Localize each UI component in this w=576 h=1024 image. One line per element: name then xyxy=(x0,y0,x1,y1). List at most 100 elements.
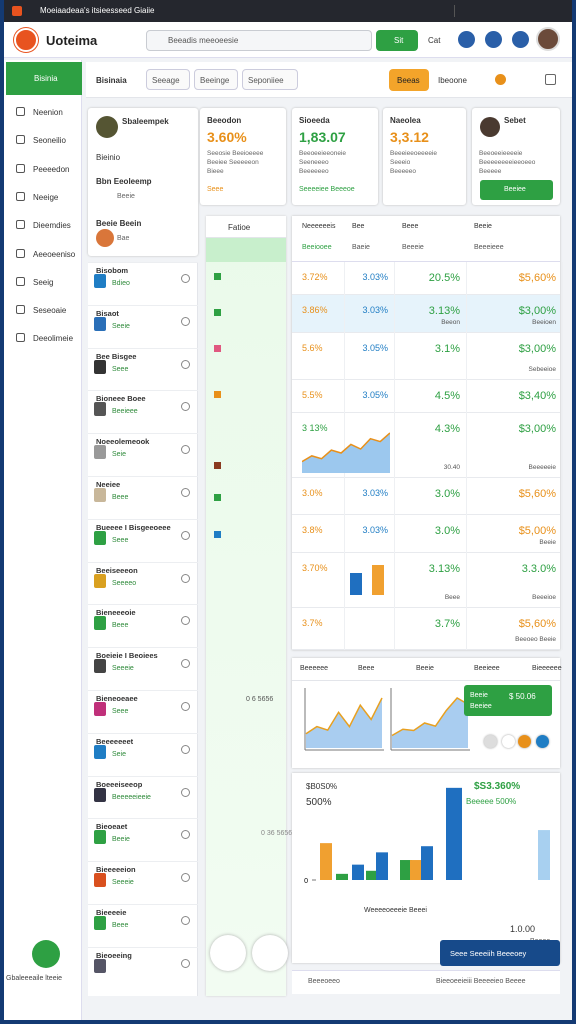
list-item-action[interactable] xyxy=(181,744,190,754)
toolbar-button[interactable] xyxy=(389,69,429,91)
list-item-title[interactable]: Bueeee I Bisgeeoeee xyxy=(96,522,171,532)
table-cell-sub: Beeoeo Beeie xyxy=(515,636,556,643)
round-button[interactable] xyxy=(210,935,246,971)
sidebar-item[interactable]: Seseoaie xyxy=(33,306,67,316)
sidebar-icon xyxy=(16,135,25,145)
sidebar-item[interactable]: Dieemdies xyxy=(33,221,71,231)
list-item-action[interactable] xyxy=(181,830,190,840)
legend-dot[interactable] xyxy=(484,735,497,748)
search-box[interactable] xyxy=(146,30,372,51)
round-button[interactable] xyxy=(252,935,288,971)
toolbar-link[interactable]: Ibeoone xyxy=(438,76,467,85)
trend-header: Beeie xyxy=(416,665,434,672)
logo xyxy=(14,28,38,52)
table-col-rule xyxy=(394,608,395,650)
header-icon[interactable] xyxy=(485,31,502,48)
legend-dot[interactable] xyxy=(536,735,549,748)
header-icon[interactable] xyxy=(512,31,529,48)
profile-item-title: Bbn Eeoleemp xyxy=(96,177,152,186)
list-item-icon xyxy=(94,445,106,460)
toolbar-tab[interactable] xyxy=(194,69,238,90)
summary-bar xyxy=(400,860,412,880)
card-title: Beeodon xyxy=(207,116,242,125)
list-item-action[interactable] xyxy=(181,530,190,540)
list-item-title[interactable]: Beeeeeeet xyxy=(96,736,134,746)
tab-icon xyxy=(12,6,22,16)
summary-button-label[interactable]: Seee Seeeiih Beeeoey xyxy=(450,949,527,958)
app-name: Uoteima xyxy=(46,33,98,48)
list-item-action[interactable] xyxy=(181,316,190,326)
table-col-rule xyxy=(466,515,467,553)
list-item-action[interactable] xyxy=(181,916,190,925)
list-item-title[interactable]: Bee Bisgee xyxy=(96,351,137,361)
list-item-icon xyxy=(94,616,106,631)
table-col-rule xyxy=(562,478,563,515)
list-item-action[interactable] xyxy=(181,488,190,497)
list-item-title[interactable]: Boeieie I Beoiees xyxy=(96,651,158,661)
legend-dot[interactable] xyxy=(518,735,531,748)
green-column xyxy=(206,216,286,996)
list-item-action[interactable] xyxy=(181,573,190,583)
toolbar-tab[interactable] xyxy=(242,69,298,90)
list-item-title[interactable]: Neeiee xyxy=(96,480,121,489)
summary-sub: 500% xyxy=(306,797,332,808)
list-item-action[interactable] xyxy=(181,616,190,626)
list-item-title[interactable]: Boeeeiseeop xyxy=(96,779,143,789)
list-item-action[interactable] xyxy=(181,873,190,883)
list-item-title[interactable]: Bieeeeie xyxy=(96,908,127,917)
list-item-action[interactable] xyxy=(181,659,190,669)
table-row-rule xyxy=(292,332,560,333)
card-button[interactable] xyxy=(480,180,553,200)
list-item-title[interactable]: Bieoeeing xyxy=(96,950,132,960)
list-item-action[interactable] xyxy=(181,445,190,455)
list-item-title[interactable]: Bieneeeoie xyxy=(96,608,136,618)
sidebar-icon xyxy=(16,305,25,315)
list-item-title[interactable]: Bieneoeaee xyxy=(96,694,138,703)
list-item-action[interactable] xyxy=(181,359,190,369)
list-item-title[interactable]: Bisobom xyxy=(96,266,129,275)
sidebar-active[interactable] xyxy=(6,62,82,95)
search-button[interactable] xyxy=(376,30,418,51)
toolbar-icon xyxy=(495,74,506,85)
sidebar-item[interactable]: Peeeedon xyxy=(33,164,70,174)
sidebar-icon xyxy=(16,220,25,230)
sidebar-item[interactable]: Neeige xyxy=(33,192,59,202)
toolbar-tab-label[interactable]: Seponiiee xyxy=(248,76,284,85)
list-item-title[interactable]: Beeiseeeon xyxy=(96,565,138,575)
list-item-title[interactable]: Bisaot xyxy=(96,308,119,318)
list-item-action[interactable] xyxy=(181,402,190,412)
sidebar-item[interactable]: Deeolimeie xyxy=(33,334,74,344)
legend-dot[interactable] xyxy=(502,735,515,748)
sidebar-active-label[interactable]: Bisinia xyxy=(34,74,58,83)
user-avatar[interactable] xyxy=(536,27,560,51)
table-subheader: Beeeie xyxy=(402,244,424,251)
list-item-title[interactable]: Noeeolemeook xyxy=(96,437,150,447)
table-row-rule xyxy=(292,412,560,413)
header-icon[interactable] xyxy=(458,31,475,48)
trend-header: Beeieee xyxy=(474,665,500,672)
sidebar-item[interactable]: Seoneilio xyxy=(33,136,66,146)
sidebar-item[interactable]: Seeig xyxy=(33,277,54,287)
toolbar-button-label[interactable]: Beeas xyxy=(397,76,420,85)
green-column-header xyxy=(206,216,286,238)
list-item-action[interactable] xyxy=(181,958,190,968)
sidebar-item[interactable]: Neenion xyxy=(33,108,63,117)
sidebar-item[interactable]: Aeeoeeniso xyxy=(33,249,76,259)
table-cell-sub: Sebeeioe xyxy=(528,366,556,373)
toolbar-tab-label[interactable]: Seeage xyxy=(152,76,180,85)
toolbar-tab[interactable] xyxy=(146,69,190,90)
list-item-title[interactable]: Bioneee Boee xyxy=(96,394,146,404)
table-cell-sub: Beeie xyxy=(539,539,556,546)
table-col-rule xyxy=(344,333,345,380)
summary-button[interactable] xyxy=(440,940,560,966)
card-button-label[interactable]: Beeiee xyxy=(504,186,526,193)
list-item-action[interactable] xyxy=(181,702,190,711)
list-item-title[interactable]: Bieeeeeion xyxy=(96,865,136,875)
list-item-title[interactable]: Bieoeaet xyxy=(96,822,128,832)
table-row-rule xyxy=(292,649,560,650)
sidebar-fab[interactable] xyxy=(32,940,60,968)
list-item-action[interactable] xyxy=(181,274,190,283)
list-item-action[interactable] xyxy=(181,787,190,797)
table-header: Beeie xyxy=(474,223,492,230)
toolbar-tab-label[interactable]: Beeinge xyxy=(200,76,230,85)
